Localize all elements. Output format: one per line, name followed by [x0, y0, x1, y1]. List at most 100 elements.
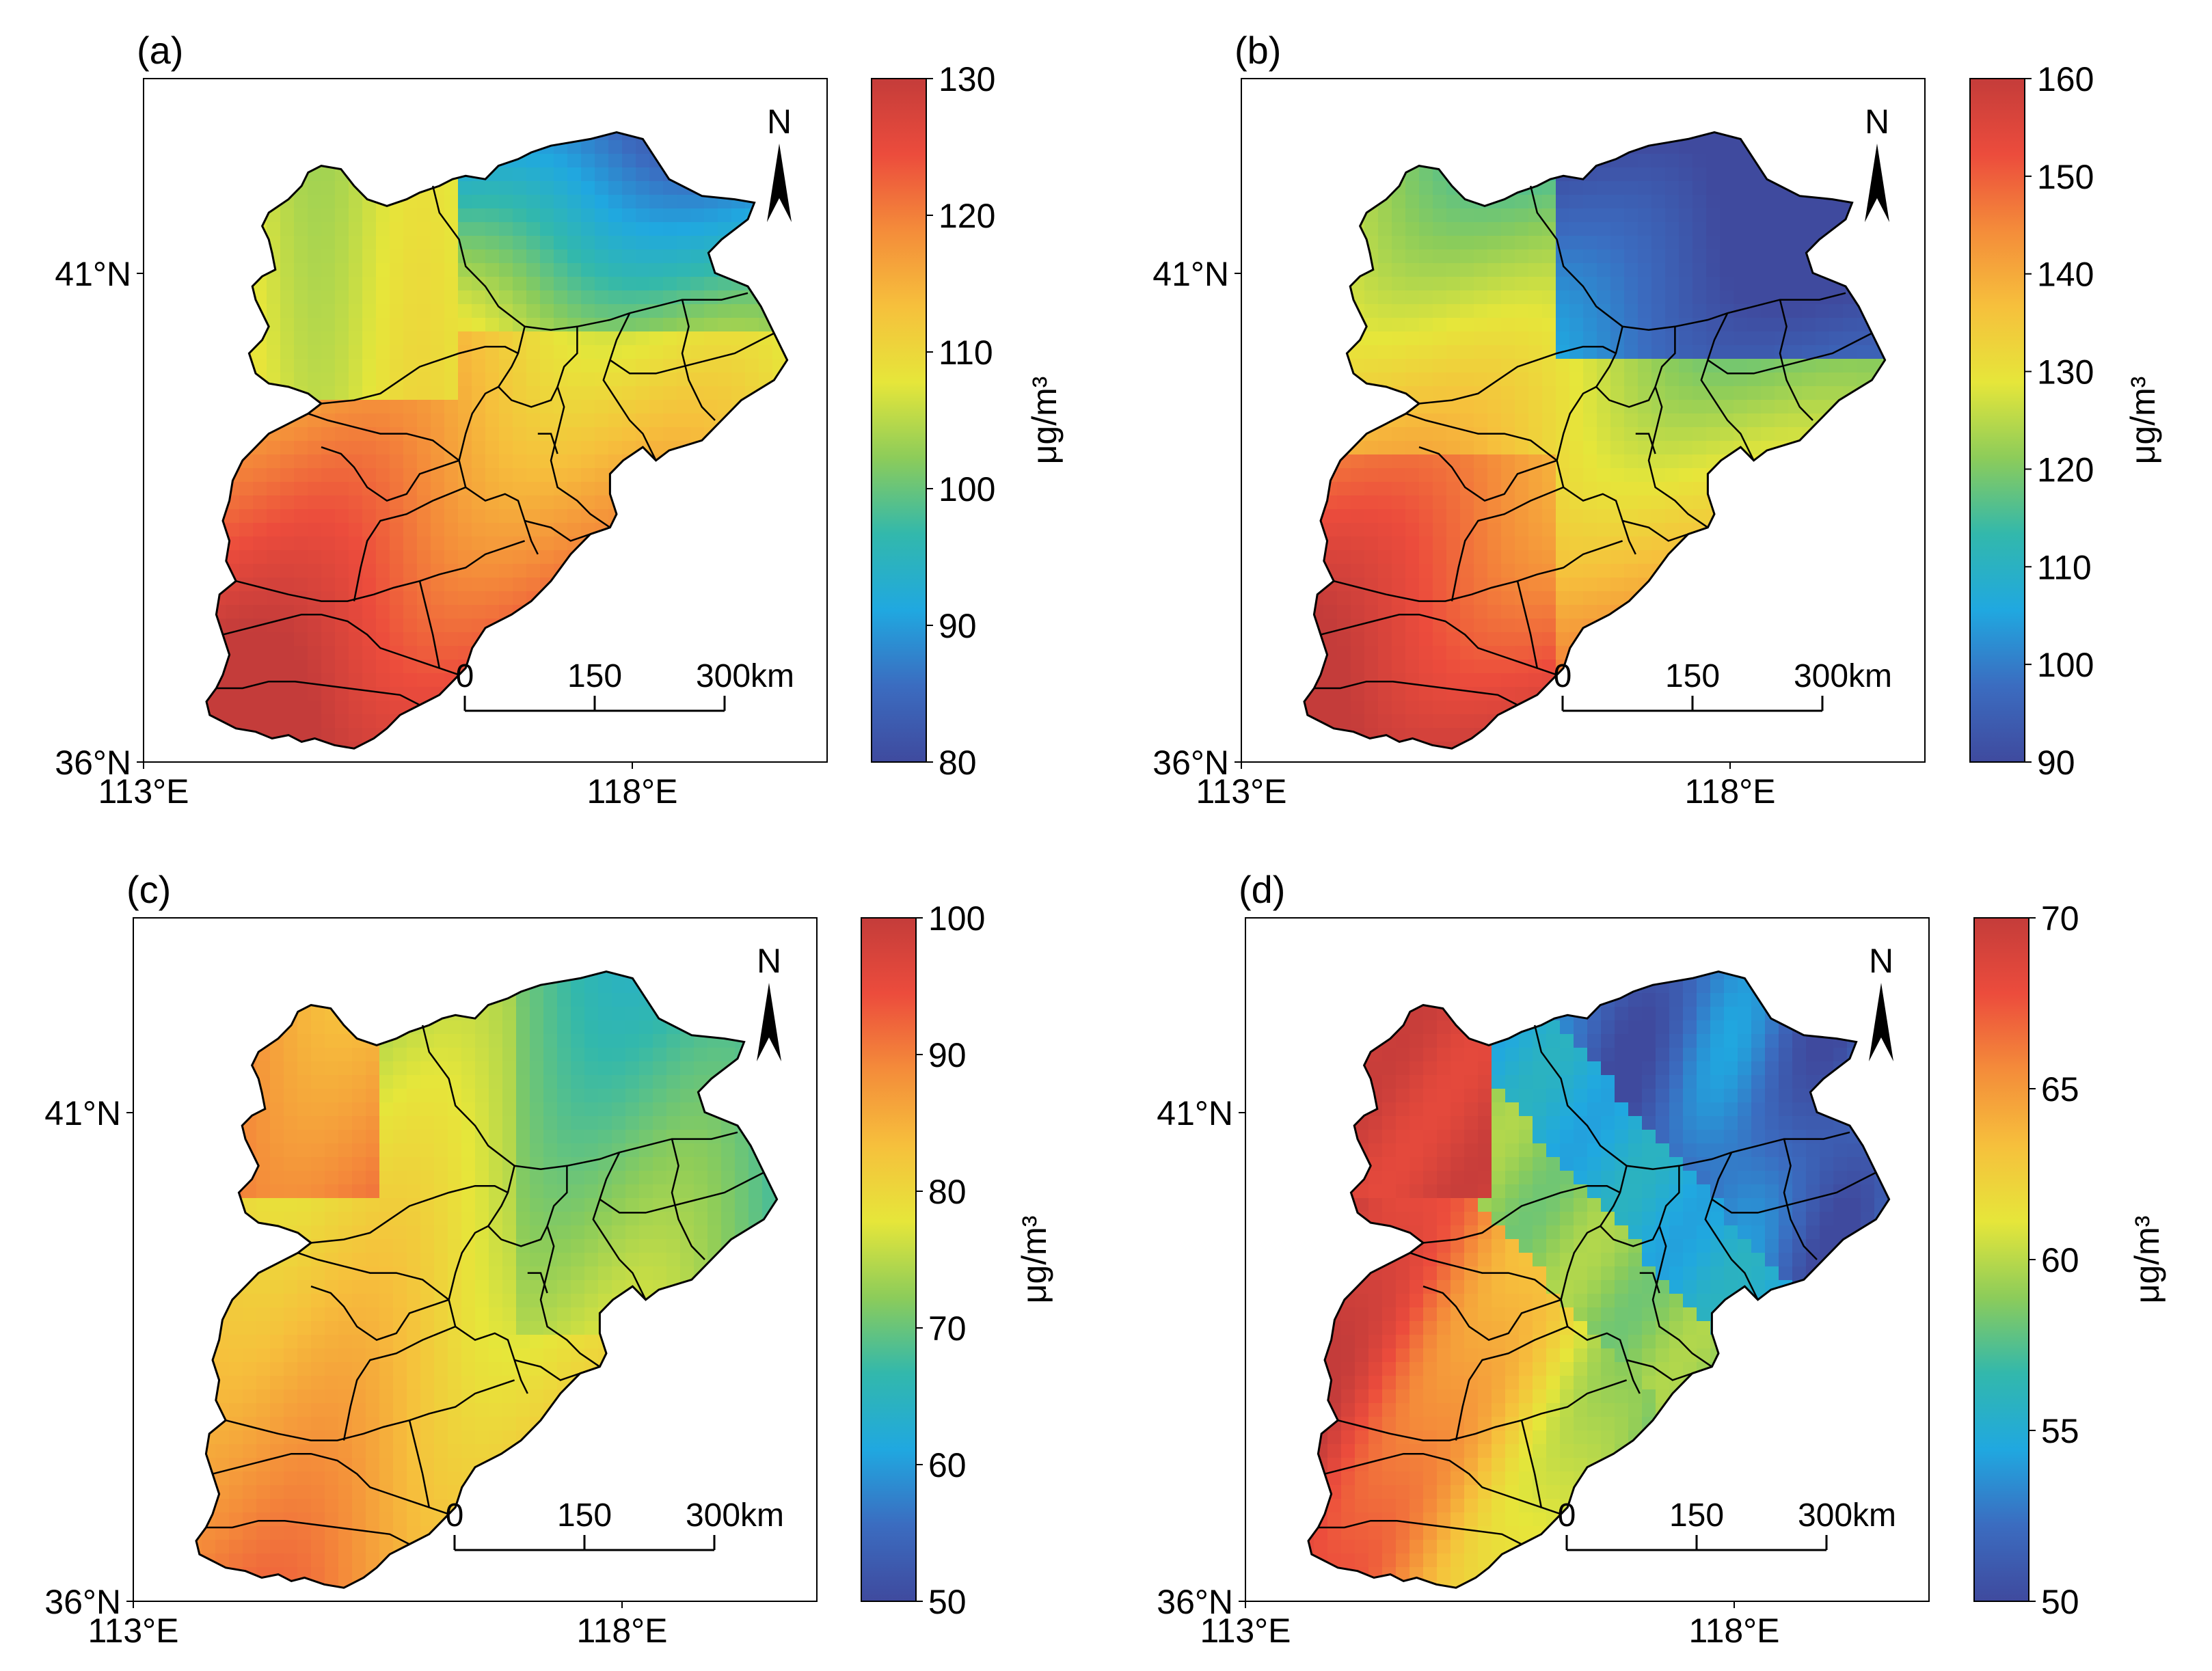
city-boundary: [1529, 185, 1846, 331]
colorbar-tick-label: 90: [2037, 744, 2075, 782]
lat-label: 41°N: [44, 1094, 121, 1132]
scale-label: 300km: [1798, 1497, 1896, 1534]
city-boundary: [1533, 1024, 1850, 1170]
city-boundary: [524, 519, 591, 542]
panel-label: (c): [126, 868, 171, 911]
city-boundary: [671, 1139, 705, 1260]
colorbar-tick-label: 90: [939, 607, 977, 645]
colorbar-unit-label: μg/m³: [2128, 1216, 2166, 1304]
city-boundary: [1711, 1171, 1876, 1214]
colorbar: [1973, 917, 2029, 1602]
city-boundary: [498, 386, 558, 408]
lon-label: 113°E: [87, 1612, 178, 1650]
city-boundary: [1622, 519, 1689, 542]
colorbar-tick-label: 60: [928, 1446, 967, 1484]
colorbar-unit-label: μg/m³: [1025, 377, 1064, 465]
city-boundary: [1651, 1165, 1713, 1368]
city-boundary: [1314, 680, 1518, 706]
map-frame: [143, 78, 828, 763]
colorbar-tick-label: 130: [939, 60, 995, 98]
scale-label: 0: [456, 658, 474, 694]
scale-label: 0: [1558, 1497, 1576, 1534]
city-boundary: [537, 433, 558, 454]
city-boundary: [1779, 299, 1813, 421]
colorbar-tick-label: 65: [2041, 1070, 2079, 1109]
north-label: N: [767, 103, 792, 141]
colorbar-tick-label: 70: [2041, 899, 2079, 938]
map-frame: [1245, 917, 1930, 1602]
north-arrow-icon: [757, 983, 781, 1061]
region-boundary: [1307, 970, 1891, 1589]
city-boundary: [431, 185, 748, 331]
city-boundary: [527, 1272, 548, 1294]
colorbar-tick-label: 130: [2037, 353, 2094, 392]
lon-label: 113°E: [1200, 1612, 1291, 1650]
city-boundary: [297, 1252, 450, 1301]
colorbar-tick-label: 100: [2037, 646, 2094, 684]
colorbar-unit-label: μg/m³: [2124, 377, 2162, 465]
city-boundary: [1707, 332, 1872, 375]
city-boundary: [487, 1225, 548, 1247]
city-boundary: [1333, 540, 1623, 602]
lat-label: 41°N: [1152, 255, 1229, 293]
city-boundary: [599, 1171, 764, 1214]
city-boundary: [1318, 1519, 1522, 1545]
colorbar-tick-label: 120: [939, 197, 995, 235]
scale-label: 300km: [686, 1497, 784, 1534]
colorbar-tick-label: 50: [928, 1583, 967, 1621]
city-boundary: [539, 1165, 601, 1368]
city-boundary: [308, 413, 460, 461]
north-label: N: [1865, 103, 1889, 141]
city-boundary: [1422, 1286, 1562, 1341]
city-boundary: [1516, 580, 1539, 668]
city-boundary: [1704, 1152, 1759, 1301]
lon-label: 113°E: [1196, 772, 1286, 811]
panel-label: (a): [137, 29, 183, 72]
city-boundary: [1405, 413, 1558, 461]
city-boundary: [235, 540, 526, 602]
city-boundary: [1451, 486, 1564, 601]
north-label: N: [757, 942, 781, 980]
city-boundary: [421, 1024, 738, 1170]
city-boundary: [1700, 312, 1755, 461]
scale-label: 0: [1554, 658, 1572, 694]
colorbar: [1969, 78, 2025, 763]
city-boundary: [1626, 1359, 1693, 1381]
city-boundary: [1324, 1452, 1562, 1515]
city-boundary: [1320, 613, 1558, 676]
lon-label: 118°E: [1684, 772, 1775, 811]
city-boundary: [602, 312, 657, 461]
concentration-raster: [1308, 971, 1889, 1588]
colorbar-unit-label: μg/m³: [1015, 1216, 1053, 1304]
colorbar-tick-label: 140: [2037, 256, 2094, 294]
colorbar-tick-label: 120: [2037, 450, 2094, 489]
city-boundary: [310, 1286, 450, 1341]
colorbar: [871, 78, 927, 763]
panel-label: (b): [1235, 29, 1281, 72]
colorbar-tick-label: 150: [2037, 158, 2094, 196]
city-boundary: [1520, 1419, 1543, 1508]
city-boundary: [408, 1419, 431, 1508]
north-arrow-icon: [1869, 983, 1893, 1061]
colorbar-tick-label: 110: [939, 334, 993, 372]
region-boundary: [205, 131, 789, 750]
scale-label: 150: [557, 1497, 612, 1534]
scale-label: 300km: [1794, 658, 1892, 694]
map-frame: [1241, 78, 1926, 763]
city-boundary: [550, 326, 611, 528]
north-arrow-icon: [767, 144, 792, 222]
colorbar-tick-label: 80: [939, 744, 977, 782]
city-boundary: [212, 1452, 450, 1515]
city-boundary: [1422, 1184, 1621, 1244]
lon-label: 113°E: [98, 772, 189, 811]
scale-label: 150: [1669, 1497, 1724, 1534]
colorbar-tick-label: 110: [2037, 548, 2092, 586]
city-boundary: [1639, 1272, 1660, 1294]
city-boundary: [1418, 345, 1617, 405]
city-boundary: [353, 486, 466, 601]
panel-label: (d): [1239, 868, 1285, 911]
scale-label: 150: [1665, 658, 1720, 694]
concentration-raster: [196, 971, 777, 1588]
